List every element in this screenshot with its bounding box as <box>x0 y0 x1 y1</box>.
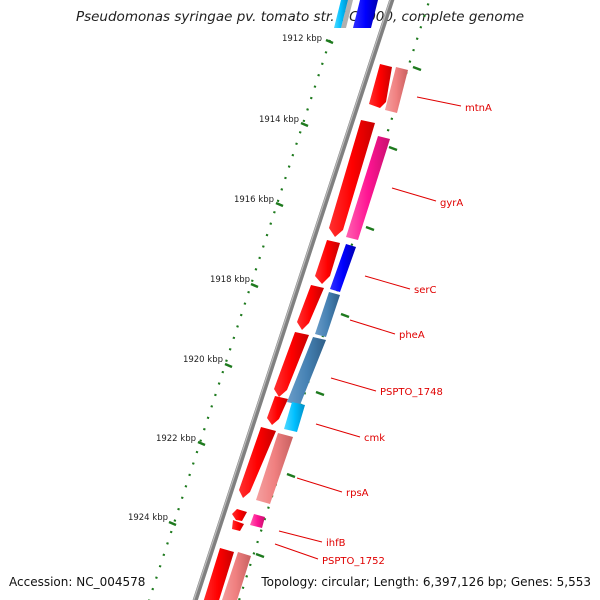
gene-label[interactable]: pheA <box>399 330 425 341</box>
gene-label[interactable]: gyrA <box>440 198 463 209</box>
leader-line <box>315 423 361 438</box>
accession-text: Accession: NC_004578 <box>9 575 146 589</box>
major-tick <box>275 201 284 208</box>
gene-feature-red[interactable] <box>274 332 309 397</box>
label-leaders <box>274 96 462 560</box>
scale-label: 1914 kbp <box>259 115 299 125</box>
gene-feature-red[interactable] <box>232 520 244 531</box>
gene-feature-steelblue-PSPTO_1748[interactable] <box>287 337 326 405</box>
leader-line <box>364 275 411 290</box>
outer-gene-lane <box>220 0 408 600</box>
major-ticks-outer <box>255 65 422 559</box>
major-tick <box>325 38 334 45</box>
gene-feature-cyan-cmk[interactable] <box>284 402 305 432</box>
inner-gene-lane <box>202 64 392 600</box>
major-tick <box>250 282 259 289</box>
scale-label: 1924 kbp <box>128 513 168 523</box>
gene-feature-red[interactable] <box>239 427 276 498</box>
gene-feature-cyan[interactable] <box>334 0 348 28</box>
gene-feature-gray[interactable] <box>341 0 353 28</box>
major-tick <box>388 145 398 152</box>
gene-feature-red[interactable] <box>369 64 392 108</box>
major-tick <box>286 472 296 479</box>
gene-feature-red[interactable] <box>315 240 340 284</box>
gene-feature-pink-gyrA[interactable] <box>346 136 390 240</box>
major-tick <box>365 225 375 232</box>
leader-line <box>349 319 396 335</box>
gene-feature-salmon-mtnA[interactable] <box>385 67 408 113</box>
leader-line <box>391 187 437 202</box>
gene-label[interactable]: rpsA <box>346 488 369 499</box>
scale-label: 1912 kbp <box>282 34 322 44</box>
scale-label: 1922 kbp <box>156 434 196 444</box>
gene-label[interactable]: PSPTO_1748 <box>380 387 443 398</box>
gene-label[interactable]: ihfB <box>326 538 346 549</box>
gene-label[interactable]: mtnA <box>465 103 492 114</box>
gene-feature-salmon-rpsA[interactable] <box>256 433 293 504</box>
leader-line <box>330 377 377 392</box>
leader-line <box>296 477 343 493</box>
major-tick <box>300 121 309 128</box>
leader-line <box>278 530 323 543</box>
scale-label: 1920 kbp <box>183 355 223 365</box>
major-tick <box>340 312 350 319</box>
gene-feature-blue-serC[interactable] <box>330 244 356 292</box>
gene-feature-salmon-PSPTO_1752[interactable] <box>220 552 251 600</box>
gene-feature-red[interactable] <box>267 396 288 425</box>
gene-feature-red[interactable] <box>232 509 247 521</box>
major-ticks-inner <box>168 38 334 527</box>
map-title: Pseudomonas syringae pv. tomato str. DC3… <box>75 9 525 25</box>
major-tick <box>412 65 422 72</box>
gene-feature-steelblue-pheA[interactable] <box>315 292 340 337</box>
genome-info-text: Topology: circular; Length: 6,397,126 bp… <box>261 575 591 589</box>
major-tick <box>168 520 177 527</box>
genome-backbone-highlight <box>193 0 391 600</box>
gene-feature-red[interactable] <box>329 120 375 237</box>
gene-feature-red[interactable] <box>202 548 234 600</box>
gene-feature-red[interactable] <box>297 285 324 330</box>
gene-feature-pink-ihfB[interactable] <box>250 514 265 528</box>
gene-label[interactable]: cmk <box>364 433 385 444</box>
major-tick <box>315 390 325 397</box>
leader-line <box>416 96 462 107</box>
major-tick <box>255 552 265 559</box>
major-tick <box>224 362 233 369</box>
gene-feature-blue[interactable] <box>353 0 378 28</box>
genome-backbone <box>192 0 395 600</box>
major-tick <box>197 440 206 447</box>
gene-label[interactable]: serC <box>414 285 436 296</box>
scale-label: 1916 kbp <box>234 195 274 205</box>
gene-label[interactable]: PSPTO_1752 <box>322 556 385 567</box>
scale-label: 1918 kbp <box>210 275 250 285</box>
leader-line <box>274 543 319 560</box>
